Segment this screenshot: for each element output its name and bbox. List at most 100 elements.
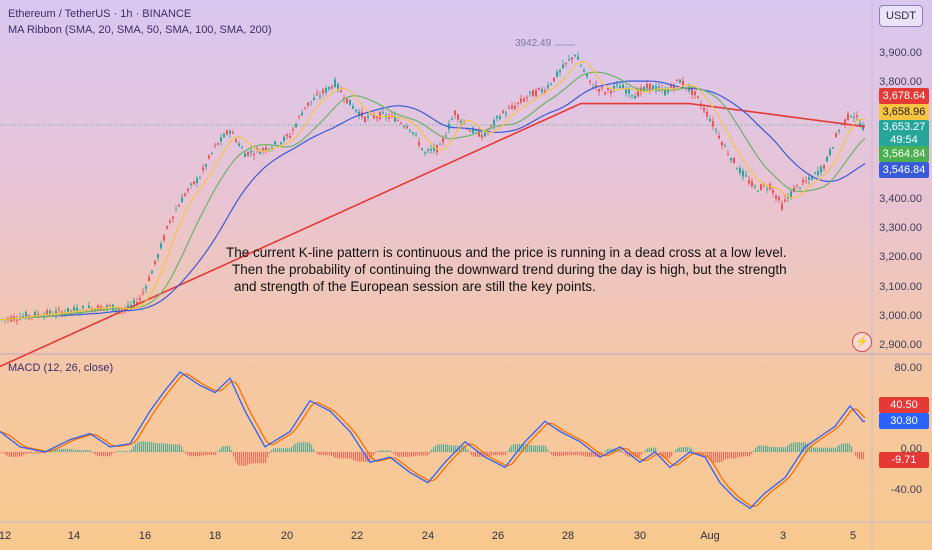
candle-body (439, 143, 441, 145)
candle-body (805, 180, 807, 182)
macd-histogram-bar (199, 452, 201, 457)
macd-histogram-bar (193, 452, 195, 457)
macd-histogram-bar (255, 452, 257, 464)
macd-histogram-bar (693, 450, 695, 452)
macd-histogram-bar (383, 450, 385, 452)
macd-histogram-bar (563, 452, 565, 456)
macd-histogram-bar (747, 452, 749, 457)
candle-body (568, 59, 570, 61)
macd-histogram-bar (219, 448, 221, 452)
candle-body (850, 115, 852, 117)
macd-histogram-bar (827, 447, 829, 452)
candle-body (88, 305, 90, 308)
candle-body (457, 114, 459, 120)
flash-alert-icon[interactable]: ⚡ (852, 332, 872, 352)
macd-histogram-bar (495, 452, 497, 456)
candle-body (163, 235, 165, 241)
macd-histogram-bar (187, 452, 189, 456)
peak-label: 3942.49 (515, 38, 552, 49)
candle-body (367, 115, 369, 118)
macd-histogram-bar (377, 451, 379, 452)
candle-body (232, 132, 234, 134)
macd-histogram-bar (599, 452, 601, 457)
candle-body (379, 111, 381, 120)
macd-histogram-bar (861, 452, 863, 460)
macd-histogram-bar (229, 445, 231, 452)
macd-histogram-bar (227, 445, 229, 452)
macd-histogram-bar (525, 443, 527, 452)
macd-histogram-bar (79, 450, 81, 452)
candle-body (853, 116, 855, 118)
macd-histogram-bar (721, 452, 723, 462)
candle-body (205, 164, 207, 167)
macd-histogram-bar (317, 452, 319, 455)
candle-body (427, 149, 429, 151)
macd-histogram-bar (745, 452, 747, 457)
macd-legend[interactable]: MACD (12, 26, close) (8, 362, 114, 374)
macd-histogram-bar (5, 452, 7, 455)
macd-histogram-bar (89, 450, 91, 452)
macd-histogram-bar (757, 446, 759, 452)
candle-body (544, 90, 546, 93)
candle-body (733, 157, 735, 164)
candle-body (178, 205, 180, 207)
macd-line (0, 371, 865, 510)
candle-body (829, 149, 831, 155)
candle-body (433, 146, 435, 151)
candle-body (766, 188, 768, 190)
candle-body (106, 304, 108, 308)
macd-histogram-bar (185, 452, 187, 454)
macd-histogram-bar (703, 452, 705, 455)
candle-body (346, 98, 348, 104)
chart-title[interactable]: Ethereum / TetherUS · 1h · BINANCE (8, 8, 192, 20)
candle-body (259, 151, 261, 155)
macd-histogram-bar (741, 452, 743, 457)
macd-histogram-bar (169, 443, 171, 452)
macd-histogram-bar (545, 445, 547, 452)
currency-button[interactable]: USDT (879, 5, 923, 27)
macd-histogram-bar (331, 452, 333, 456)
candle-body (391, 115, 393, 117)
macd-histogram-bar (155, 443, 157, 452)
annotation-text[interactable]: The current K-line pattern is continuous… (226, 244, 826, 295)
macd-histogram-bar (73, 449, 75, 452)
macd-histogram-bar (851, 446, 853, 452)
macd-histogram-bar (419, 452, 421, 456)
candle-body (406, 126, 408, 129)
macd-histogram-bar (65, 448, 67, 452)
macd-histogram-bar (33, 452, 35, 454)
macd-histogram-bar (345, 452, 347, 459)
macd-histogram-bar (589, 452, 591, 457)
candle-body (547, 85, 549, 88)
candle-body (745, 175, 747, 177)
macd-histogram-bar (779, 447, 781, 452)
price-axis-label: 3,200.00 (879, 251, 922, 264)
macd-histogram-bar (139, 441, 141, 452)
macd-histogram-bar (311, 444, 313, 452)
macd-histogram-bar (533, 445, 535, 452)
candle-body (133, 300, 135, 304)
candle-body (721, 141, 723, 146)
candle-body (856, 115, 858, 118)
candle-body (565, 62, 567, 64)
price-axis-label: 3,100.00 (879, 280, 922, 293)
macd-histogram-bar (705, 452, 707, 455)
macd-histogram-bar (813, 447, 815, 452)
macd-histogram-bar (543, 445, 545, 452)
macd-histogram-bar (743, 452, 745, 457)
macd-histogram-bar (521, 443, 523, 452)
macd-histogram-bar (857, 452, 859, 459)
macd-histogram-bar (249, 452, 251, 465)
candle-body (16, 319, 18, 321)
ma-ribbon-legend[interactable]: MA Ribbon (SMA, 20, SMA, 50, SMA, 100, S… (8, 24, 272, 36)
candle-body (712, 120, 714, 127)
macd-histogram-bar (333, 452, 335, 457)
macd-histogram-bar (673, 452, 675, 453)
macd-histogram-bar (195, 452, 197, 457)
candle-body (247, 151, 249, 156)
candle-body (664, 90, 666, 96)
candle-body (76, 307, 78, 313)
macd-axis-label: -40.00 (890, 484, 922, 496)
macd-histogram-bar (753, 450, 755, 452)
